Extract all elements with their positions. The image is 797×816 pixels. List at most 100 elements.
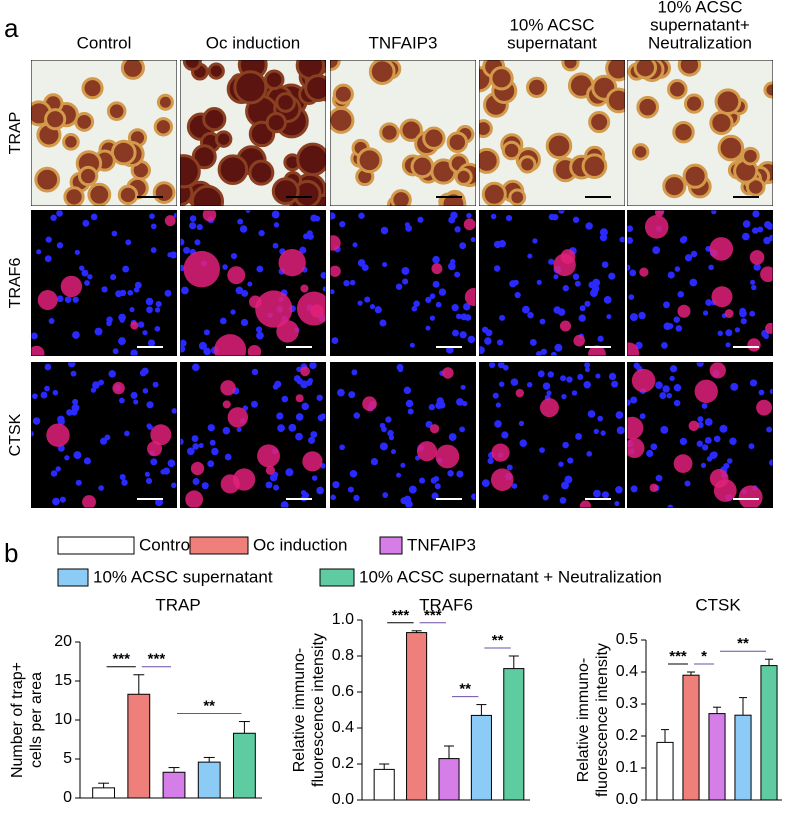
nucleus — [537, 370, 545, 378]
nucleus — [409, 342, 415, 348]
nucleus — [219, 317, 227, 325]
nucleus — [73, 451, 82, 460]
nucleus — [547, 371, 554, 378]
nucleus — [150, 458, 158, 466]
cell — [217, 154, 249, 185]
y-tick-label: 0.6 — [332, 683, 354, 700]
stain — [709, 237, 734, 261]
nucleus — [36, 249, 42, 255]
nucleus — [258, 229, 265, 237]
significance-label: *** — [669, 648, 687, 665]
nucleus — [317, 414, 325, 422]
nucleus — [322, 286, 326, 292]
nucleus — [586, 451, 593, 457]
micrograph — [479, 210, 625, 356]
stain — [265, 465, 276, 476]
nucleus — [352, 242, 358, 248]
nucleus — [661, 342, 668, 349]
nucleus — [68, 362, 76, 368]
nucleus — [494, 420, 502, 428]
nucleus — [677, 290, 684, 298]
nucleus — [600, 430, 606, 436]
nucleus — [32, 393, 38, 400]
nucleus — [616, 426, 625, 435]
stain — [442, 367, 454, 379]
y-tick-label: 0.5 — [616, 631, 638, 648]
column-header: supernatant — [507, 33, 597, 52]
nucleus — [236, 427, 242, 433]
nucleus — [196, 223, 203, 231]
cell — [672, 120, 695, 144]
cell — [446, 131, 469, 153]
nucleus — [31, 332, 38, 340]
nucleus — [369, 304, 376, 310]
cell — [677, 60, 702, 77]
nucleus — [382, 262, 388, 268]
cell — [263, 69, 285, 91]
nucleus — [459, 242, 467, 250]
nucleus — [235, 286, 244, 295]
nucleus — [171, 408, 177, 414]
micrograph — [180, 362, 326, 508]
stain — [214, 334, 247, 356]
nucleus — [167, 459, 176, 468]
nucleus — [660, 425, 669, 434]
nucleus — [564, 475, 573, 484]
cell — [233, 70, 268, 105]
nucleus — [711, 210, 717, 215]
nucleus — [559, 496, 567, 504]
nucleus — [536, 350, 542, 356]
nucleus — [493, 265, 501, 272]
nucleus — [663, 301, 670, 309]
bar — [708, 713, 726, 801]
nucleus — [749, 310, 756, 317]
nucleus — [499, 314, 506, 321]
chart-title: TRAP — [155, 595, 200, 614]
nucleus — [171, 482, 177, 489]
micrograph — [479, 362, 625, 508]
nucleus — [592, 278, 601, 287]
micrograph — [31, 210, 177, 356]
nucleus — [48, 318, 55, 324]
stain — [185, 490, 204, 508]
nucleus — [577, 373, 584, 381]
stain — [227, 407, 249, 428]
nucleus — [339, 220, 346, 228]
nucleus — [700, 462, 707, 469]
nucleus — [763, 236, 771, 245]
column-header: Oc induction — [206, 33, 301, 52]
nucleus — [310, 431, 318, 438]
cell — [180, 154, 201, 189]
nucleus — [447, 262, 456, 271]
nucleus — [82, 219, 90, 227]
cell — [581, 153, 608, 179]
nucleus — [434, 483, 441, 490]
nucleus — [285, 468, 294, 477]
nucleus — [487, 457, 494, 465]
stain — [760, 266, 773, 283]
nucleus — [337, 388, 345, 397]
stain — [435, 444, 460, 469]
nucleus — [590, 289, 598, 298]
nucleus — [673, 316, 680, 323]
nucleus — [191, 435, 199, 443]
legend-label: Control — [139, 535, 194, 554]
nucleus — [173, 212, 177, 219]
nucleus — [597, 335, 604, 342]
nucleus — [402, 278, 409, 285]
nucleus — [274, 380, 282, 388]
nucleus — [566, 376, 573, 383]
stain — [330, 265, 341, 277]
nucleus — [59, 496, 66, 503]
nucleus — [498, 381, 505, 387]
nucleus — [75, 479, 82, 486]
nucleus — [505, 215, 513, 222]
nucleus — [64, 455, 70, 461]
cell — [271, 177, 300, 206]
nucleus — [72, 296, 79, 303]
cell — [605, 87, 625, 114]
nucleus — [748, 443, 755, 450]
nucleus — [250, 400, 258, 408]
nucleus — [144, 471, 150, 477]
nucleus — [514, 291, 521, 299]
